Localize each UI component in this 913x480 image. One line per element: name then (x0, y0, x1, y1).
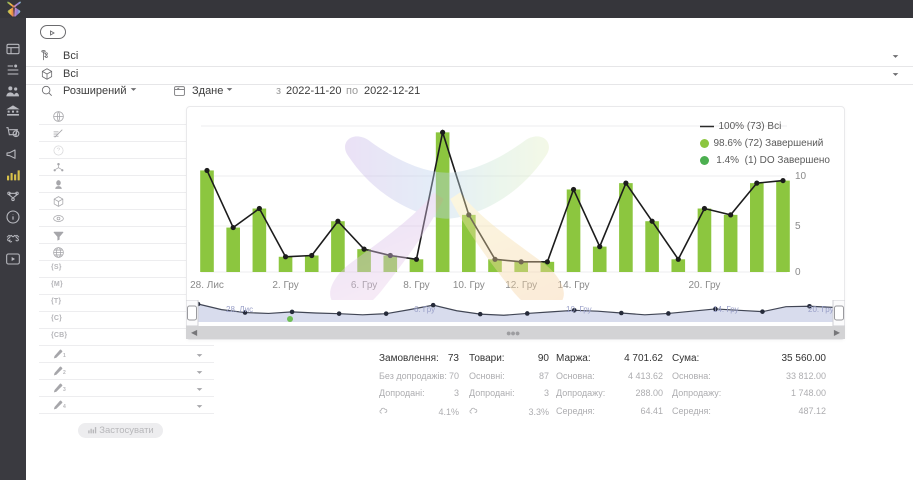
svg-text:10. Гру: 10. Гру (566, 305, 592, 314)
svg-text:14. Гру: 14. Гру (713, 305, 739, 314)
svg-text:28. Лис: 28. Лис (226, 305, 253, 314)
svg-text:20. Гру: 20. Гру (808, 305, 834, 314)
svg-text:0: 0 (795, 267, 801, 278)
svg-text:5: 5 (795, 221, 801, 232)
svg-text:20. Гру: 20. Гру (688, 280, 720, 291)
svg-text:10: 10 (795, 171, 807, 182)
svg-text:28. Лис: 28. Лис (190, 280, 224, 291)
svg-text:6. Гру: 6. Гру (414, 305, 435, 314)
